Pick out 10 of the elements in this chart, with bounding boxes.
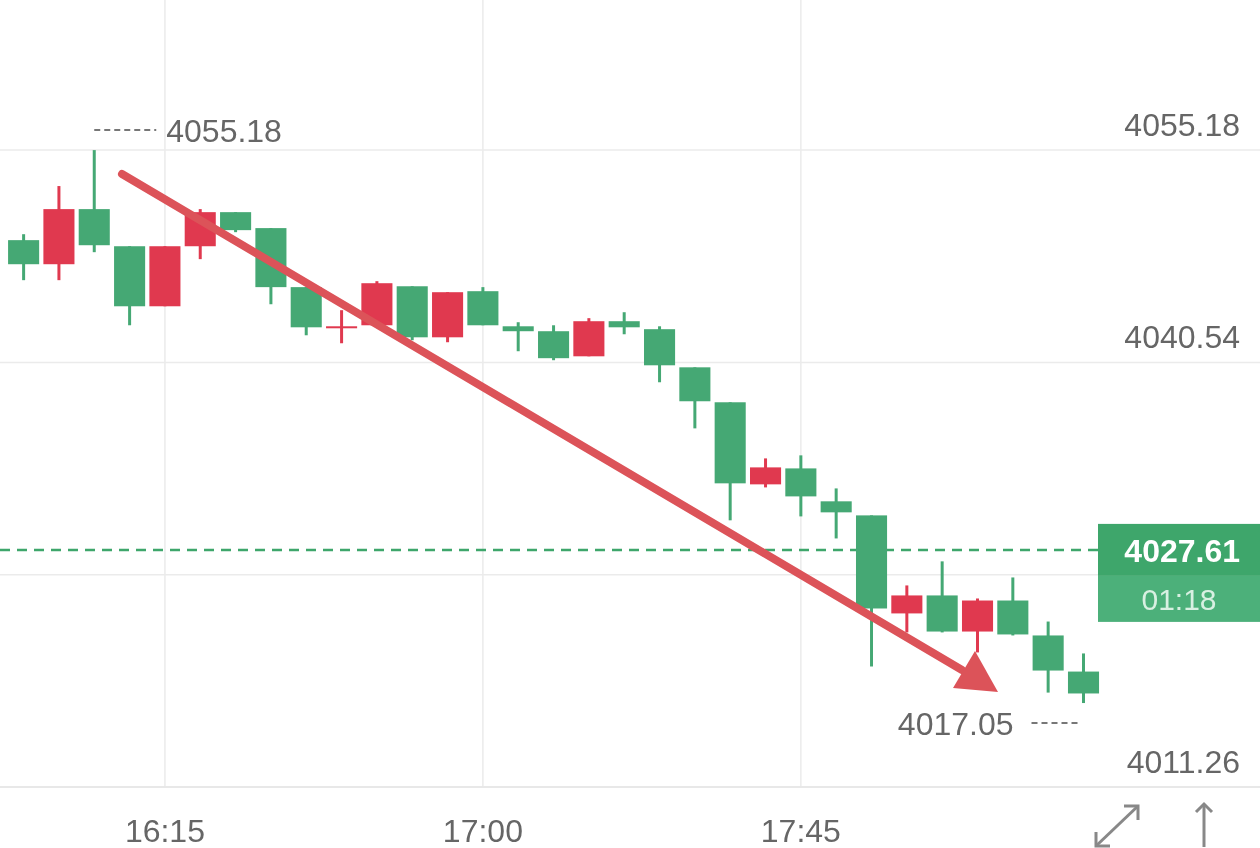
annotation: 4055.18	[166, 113, 282, 150]
annotation: 01:18	[1141, 582, 1217, 616]
y-tick-label: 4040.54	[1124, 319, 1240, 356]
x-tick-label: 16:15	[124, 813, 205, 848]
annotation: 4017.05	[897, 706, 1014, 743]
y-tick-label: 4011.26	[1126, 744, 1240, 780]
y-tick-label: 4055.18	[1124, 107, 1240, 144]
ref-line-label: 4027.61	[1124, 532, 1240, 569]
x-tick-label: 17:45	[760, 813, 841, 848]
x-tick-label: 17:00	[442, 813, 523, 848]
